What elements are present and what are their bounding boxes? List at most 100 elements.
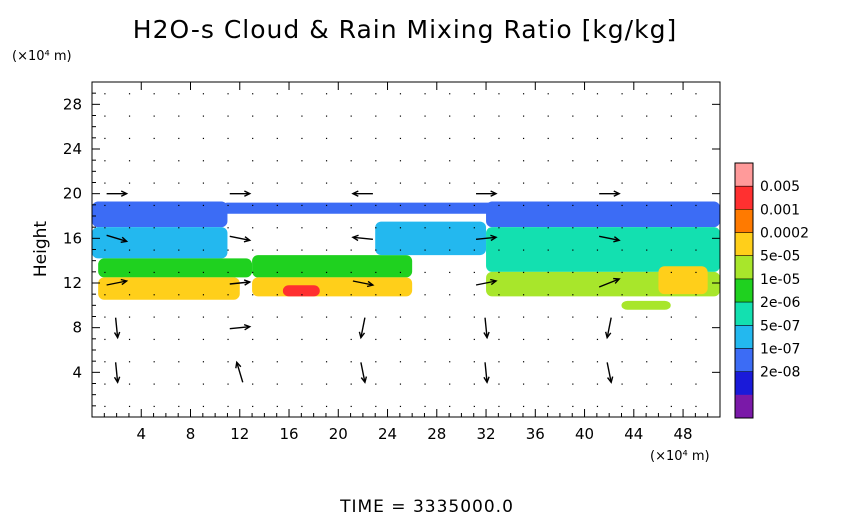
wind-dot: [128, 160, 131, 162]
wind-vector-shaft: [114, 362, 119, 383]
wind-dot: [202, 93, 205, 95]
wind-dot: [498, 93, 500, 95]
wind-dot: [695, 361, 697, 363]
wind-dot: [522, 383, 525, 385]
wind-dot: [301, 316, 303, 318]
wind-dot: [547, 338, 549, 341]
wind-dot: [252, 182, 254, 184]
colorbar-label: 5e-05: [760, 249, 800, 265]
x-tick-label: 36: [526, 425, 545, 443]
colorbar-label: 0.0002: [760, 226, 809, 242]
wind-dot: [522, 182, 525, 184]
wind-dot: [375, 271, 377, 274]
wind-dot: [202, 294, 205, 296]
wind-dot: [252, 383, 254, 385]
wind-vector-20: [113, 362, 121, 384]
wind-dot: [252, 160, 254, 162]
wind-dot: [695, 316, 697, 318]
wind-dot: [695, 338, 697, 341]
wind-vector-head: [244, 190, 252, 197]
x-axis-unit: (×10⁴ m): [650, 449, 710, 464]
wind-dot: [522, 115, 525, 117]
wind-dot: [547, 182, 549, 184]
wind-dot: [128, 294, 131, 296]
wind-dot: [202, 204, 205, 207]
wind-vector-shaft: [475, 280, 497, 286]
wind-dot: [596, 204, 599, 207]
cloud-region-1: [92, 227, 228, 259]
wind-dot: [325, 182, 328, 184]
wind-dot: [128, 338, 131, 341]
wind-dot: [153, 294, 155, 296]
wind-dot: [399, 160, 402, 162]
wind-vector-head: [120, 190, 129, 197]
wind-vector-shaft: [606, 362, 612, 383]
wind-dot: [375, 249, 377, 251]
wind-dot: [104, 227, 106, 229]
wind-vector-0: [106, 190, 129, 197]
wind-dot: [596, 115, 599, 117]
wind-dot: [473, 316, 475, 318]
wind-dot: [547, 249, 549, 251]
wind-dot: [178, 227, 180, 229]
wind-dot: [252, 338, 254, 341]
wind-dot: [325, 115, 328, 117]
wind-dot: [695, 271, 697, 274]
wind-vector-shaft: [484, 317, 488, 338]
wind-dot: [498, 271, 500, 274]
wind-vector-shaft: [606, 317, 612, 338]
cloud-region-10: [486, 227, 720, 272]
wind-dot: [572, 383, 574, 385]
wind-vector-head: [366, 280, 375, 288]
chart-title: H2O-s Cloud & Rain Mixing Ratio [kg/kg]: [133, 15, 677, 44]
wind-dot: [252, 137, 254, 140]
wind-vector-18: [483, 317, 490, 340]
wind-dot: [449, 405, 451, 408]
wind-dot: [449, 294, 451, 296]
cloud-region-8: [375, 221, 487, 256]
wind-dot: [473, 182, 475, 184]
colorbar-swatch: [735, 325, 753, 349]
wind-vector-shaft: [229, 325, 250, 330]
wind-dot: [522, 204, 525, 207]
wind-dot: [646, 137, 648, 140]
y-tick-label: 4: [72, 363, 82, 381]
wind-dot: [646, 227, 648, 229]
wind-vector-11: [229, 279, 252, 286]
wind-dot: [695, 160, 697, 162]
colorbar-swatch: [735, 186, 753, 210]
wind-dot: [399, 361, 402, 363]
wind-dot: [178, 338, 180, 341]
wind-dot: [350, 204, 352, 207]
wind-dot: [399, 338, 402, 341]
wind-dot: [375, 361, 377, 363]
wind-vector-head: [613, 236, 621, 243]
wind-dot: [350, 182, 352, 184]
wind-dot: [202, 227, 205, 229]
wind-dot: [449, 249, 451, 251]
wind-dot: [621, 93, 623, 95]
wind-dot: [399, 93, 402, 95]
wind-dot: [695, 227, 697, 229]
wind-dot: [399, 316, 402, 318]
wind-dot: [104, 338, 106, 341]
wind-dot: [104, 182, 106, 184]
wind-dot: [646, 338, 648, 341]
wind-dot: [646, 383, 648, 385]
wind-dot: [646, 316, 648, 318]
wind-dot: [276, 383, 278, 385]
wind-dot: [301, 204, 303, 207]
wind-dot: [178, 160, 180, 162]
wind-dot: [202, 160, 205, 162]
wind-dot: [301, 182, 303, 184]
wind-dot: [572, 115, 574, 117]
wind-dot: [670, 182, 672, 184]
wind-dot: [572, 361, 574, 363]
wind-dot: [227, 182, 229, 184]
wind-dot: [227, 405, 229, 408]
wind-vector-21: [235, 360, 244, 383]
wind-dot: [498, 115, 500, 117]
wind-dot: [522, 361, 525, 363]
wind-vector-shaft: [236, 362, 244, 383]
wind-dot: [104, 93, 106, 95]
